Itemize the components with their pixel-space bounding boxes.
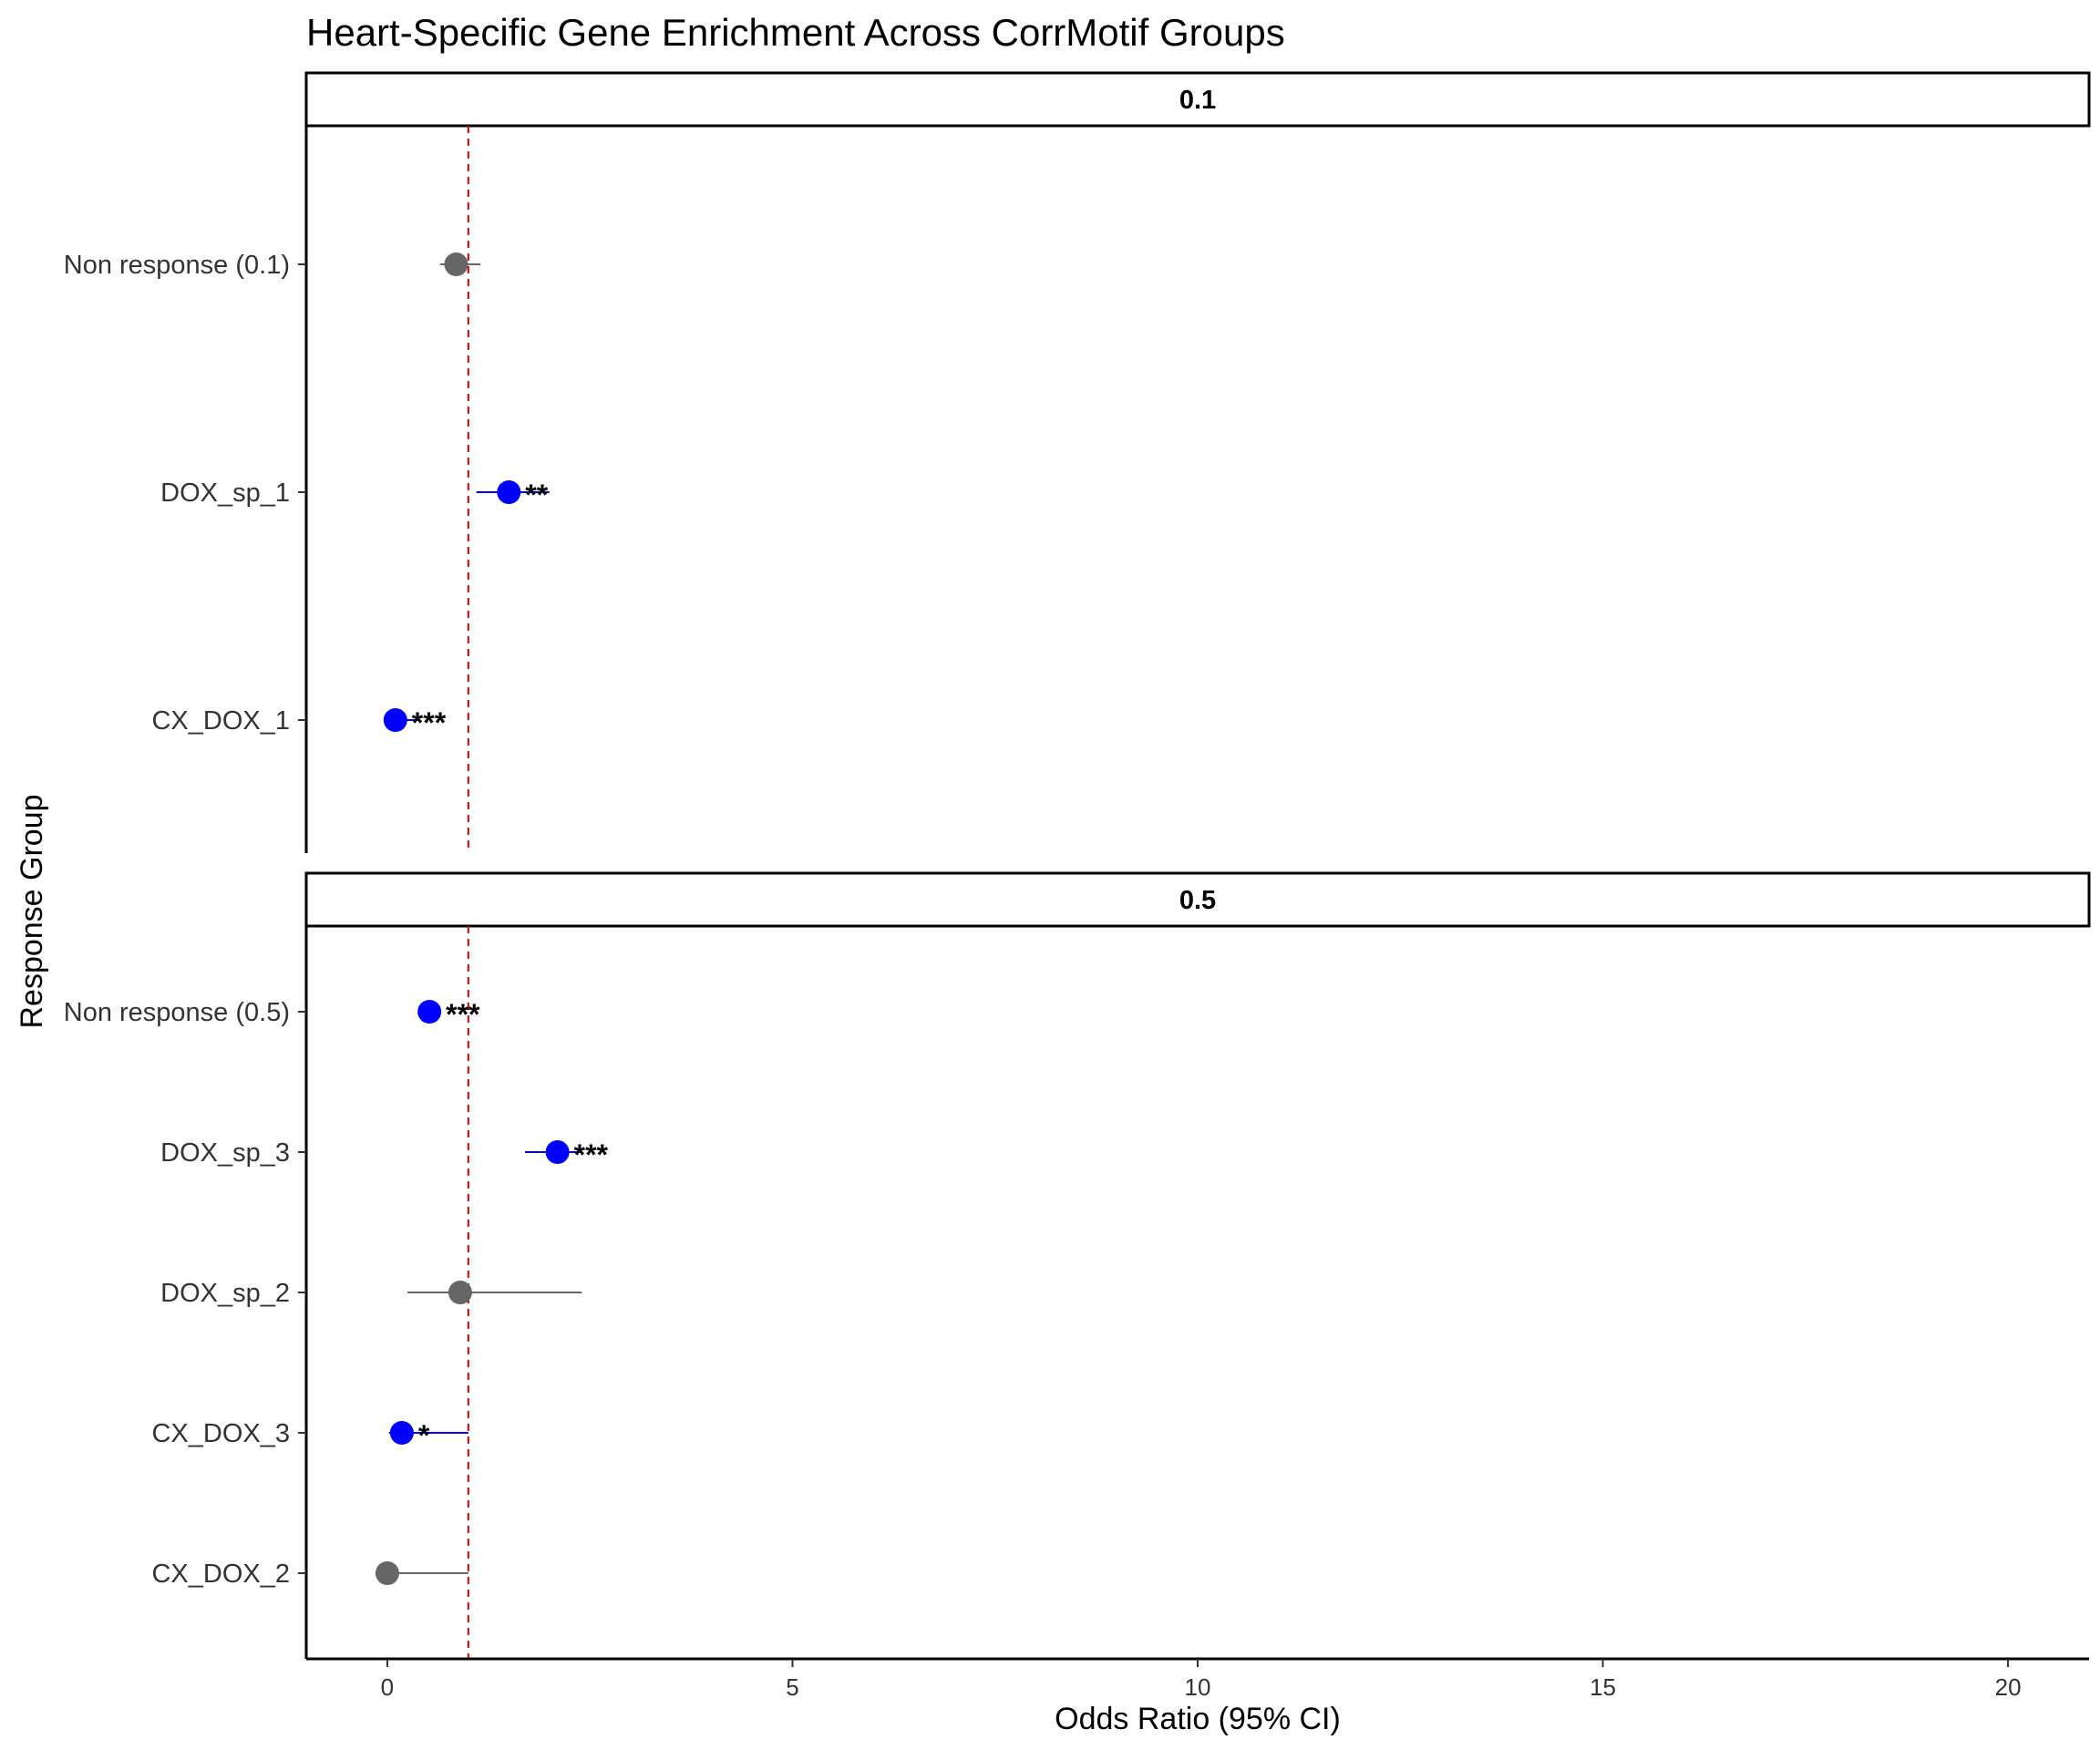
x-axis: 0 5 10 15 20 — [306, 1657, 2089, 1701]
facet-panels: 0.1 Non response (0.1) DOX_sp_1 ** CX_DOX_1 *… — [64, 71, 2091, 1659]
category-label: DOX_sp_2 — [160, 1279, 290, 1308]
category-label: CX_DOX_1 — [151, 706, 290, 736]
significance-label: *** — [574, 1138, 609, 1171]
data-row: CX_DOX_2 — [151, 1560, 468, 1589]
x-axis-title: Odds Ratio (95% CI) — [1055, 1702, 1341, 1736]
category-label: DOX_sp_3 — [160, 1138, 290, 1168]
significance-label: *** — [412, 706, 447, 739]
facet-strip-label: 0.5 — [1179, 886, 1216, 915]
facet-strip — [304, 871, 2091, 928]
x-tick-label: 5 — [786, 1673, 798, 1701]
x-tick-label: 15 — [1590, 1673, 1616, 1701]
facet-strip — [304, 71, 2091, 128]
data-row: Non response (0.1) — [64, 251, 481, 280]
point-estimate — [417, 1000, 442, 1024]
point-estimate — [375, 1561, 399, 1585]
point-estimate — [497, 480, 521, 504]
point-estimate — [545, 1140, 570, 1164]
chart-title: Heart-Specific Gene Enrichment Across Co… — [306, 11, 1285, 54]
data-row: CX_DOX_3 * — [151, 1419, 468, 1452]
x-tick-label: 20 — [1995, 1673, 2022, 1701]
point-estimate — [389, 1421, 414, 1445]
significance-label: * — [418, 1419, 430, 1452]
data-row: CX_DOX_1 *** — [151, 706, 446, 739]
facet-strip-label: 0.1 — [1179, 86, 1216, 115]
category-label: CX_DOX_3 — [151, 1419, 290, 1448]
category-label: CX_DOX_2 — [151, 1560, 290, 1589]
data-row: DOX_sp_3 *** — [160, 1138, 608, 1171]
point-estimate — [448, 1281, 472, 1304]
significance-label: *** — [446, 998, 480, 1031]
point-estimate — [383, 708, 407, 732]
category-label: DOX_sp_1 — [160, 479, 290, 508]
data-row: DOX_sp_1 ** — [160, 479, 550, 511]
y-axis-title: Response Group — [15, 794, 49, 1028]
point-estimate — [444, 252, 468, 276]
category-label: Non response (0.1) — [64, 251, 290, 280]
x-tick-label: 10 — [1185, 1673, 1211, 1701]
facet-panel-0.1: 0.1 Non response (0.1) DOX_sp_1 ** CX_DOX_1 *… — [64, 71, 2091, 853]
significance-label: ** — [525, 479, 548, 511]
x-tick-label: 0 — [381, 1673, 394, 1701]
data-row: Non response (0.5) *** — [64, 998, 480, 1031]
category-label: Non response (0.5) — [64, 998, 290, 1027]
data-row: DOX_sp_2 — [160, 1279, 582, 1308]
